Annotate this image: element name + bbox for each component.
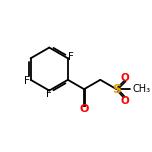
Text: O: O — [120, 96, 129, 106]
Text: S: S — [112, 83, 121, 96]
Text: O: O — [121, 73, 130, 83]
Text: F: F — [46, 89, 52, 99]
Text: O: O — [80, 104, 89, 114]
Text: F: F — [68, 52, 74, 62]
Text: CH₃: CH₃ — [133, 84, 151, 94]
Text: F: F — [24, 76, 30, 86]
